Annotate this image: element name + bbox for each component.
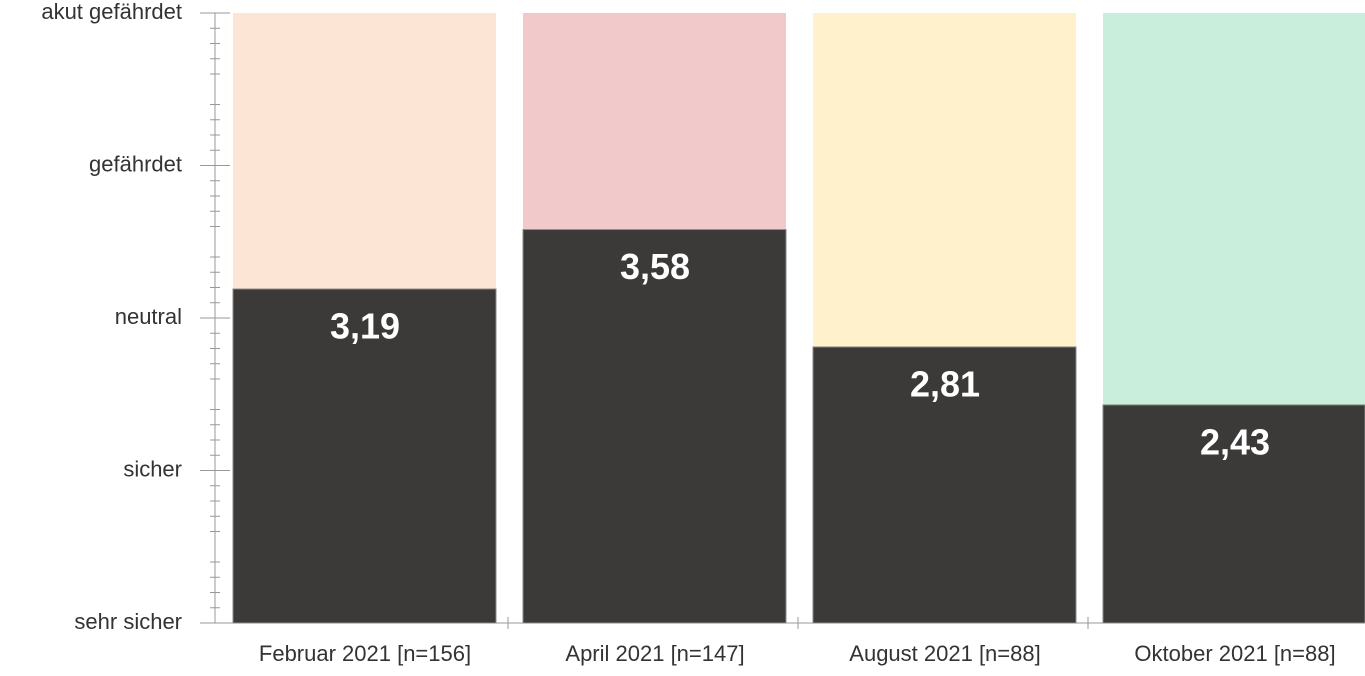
y-tick-label: akut gefährdet — [41, 0, 182, 24]
value-label: 2,81 — [910, 363, 980, 404]
bar — [522, 229, 787, 624]
x-tick-label: Oktober 2021 [n=88] — [1134, 641, 1335, 666]
x-tick-label: Februar 2021 [n=156] — [259, 641, 471, 666]
bar — [812, 346, 1077, 624]
x-tick-label: August 2021 [n=88] — [849, 641, 1040, 666]
y-tick-label: sicher — [123, 456, 182, 481]
y-tick-label: sehr sicher — [74, 609, 182, 634]
value-label: 3,58 — [620, 246, 690, 287]
bar — [1102, 404, 1365, 624]
value-label: 2,43 — [1200, 421, 1270, 462]
bar — [232, 288, 497, 624]
y-tick-label: gefährdet — [89, 151, 182, 176]
x-tick-label: April 2021 [n=147] — [565, 641, 744, 666]
y-tick-label: neutral — [115, 304, 182, 329]
value-label: 3,19 — [330, 306, 400, 347]
